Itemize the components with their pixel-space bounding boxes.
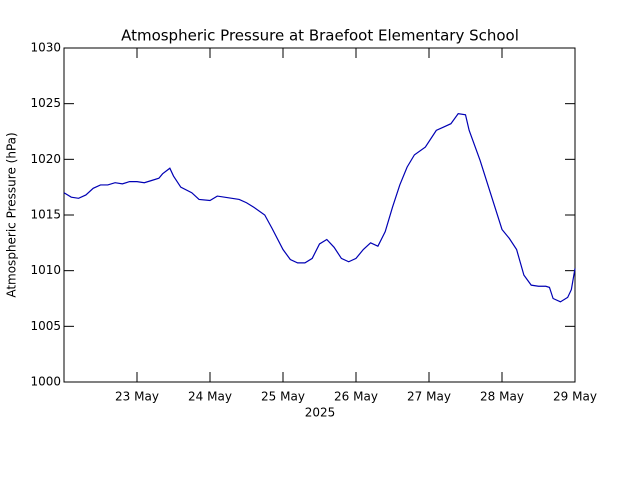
y-axis-label: Atmospheric Pressure (hPa) xyxy=(5,132,19,297)
x-axis-label: 2025 xyxy=(305,406,336,420)
y-tick-label: 1000 xyxy=(30,375,61,389)
x-tick-label: 23 May xyxy=(115,390,159,404)
y-tick-label: 1015 xyxy=(30,208,61,222)
x-tick-label: 25 May xyxy=(261,390,305,404)
y-tick-label: 1005 xyxy=(30,319,61,333)
y-tick-label: 1030 xyxy=(30,41,61,55)
x-tick-label: 24 May xyxy=(188,390,232,404)
y-tick-label: 1020 xyxy=(30,152,61,166)
plot-frame xyxy=(63,47,576,383)
pressure-line xyxy=(63,113,576,303)
y-tick-label: 1025 xyxy=(30,96,61,110)
x-tick-label: 27 May xyxy=(407,390,451,404)
x-tick-label: 26 May xyxy=(334,390,378,404)
x-tick-label: 28 May xyxy=(480,390,524,404)
y-tick-label: 1010 xyxy=(30,263,61,277)
chart-title: Atmospheric Pressure at Braefoot Element… xyxy=(121,27,519,45)
x-tick-label: 29 May xyxy=(553,390,597,404)
